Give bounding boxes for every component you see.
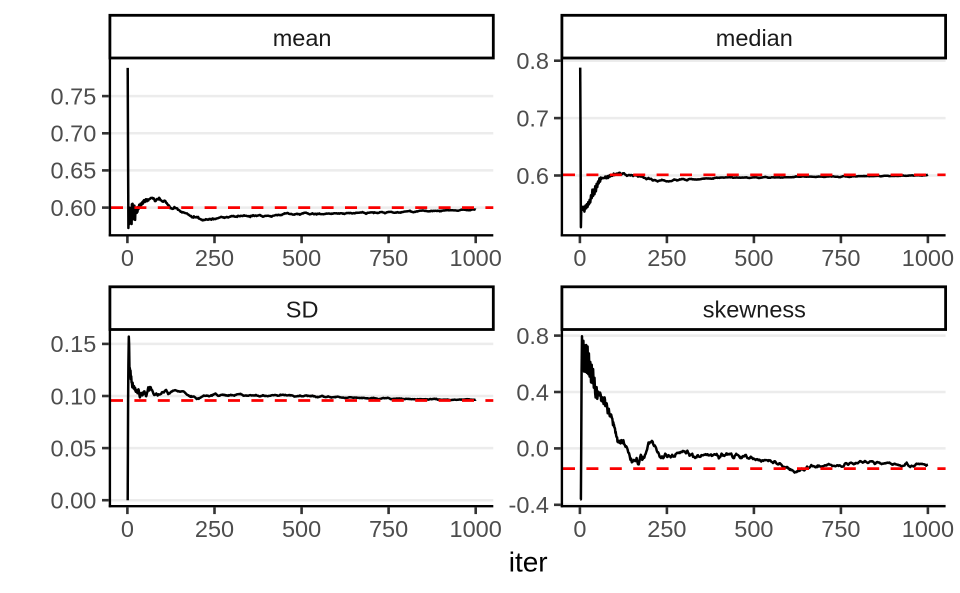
svg-text:0.10: 0.10	[51, 383, 97, 409]
svg-text:0.8: 0.8	[516, 323, 549, 349]
svg-text:0: 0	[573, 516, 586, 542]
svg-text:750: 750	[821, 516, 860, 542]
svg-text:500: 500	[282, 516, 321, 542]
svg-text:skewness: skewness	[703, 297, 806, 323]
svg-text:0.4: 0.4	[516, 379, 549, 405]
svg-text:250: 250	[195, 516, 234, 542]
svg-text:0: 0	[573, 245, 586, 271]
svg-text:mean: mean	[273, 25, 332, 51]
svg-text:SD: SD	[286, 297, 319, 323]
svg-text:median: median	[716, 25, 793, 51]
svg-text:0.75: 0.75	[51, 83, 97, 109]
svg-text:0.0: 0.0	[516, 436, 549, 462]
svg-text:250: 250	[647, 516, 686, 542]
svg-text:250: 250	[647, 245, 686, 271]
svg-text:0.05: 0.05	[51, 435, 97, 461]
svg-text:0.00: 0.00	[51, 488, 97, 514]
svg-text:1000: 1000	[450, 245, 502, 271]
svg-text:0.6: 0.6	[516, 163, 549, 189]
svg-text:750: 750	[369, 245, 408, 271]
svg-text:500: 500	[282, 245, 321, 271]
svg-text:0.15: 0.15	[51, 331, 97, 357]
svg-text:1000: 1000	[902, 516, 954, 542]
svg-text:250: 250	[195, 245, 234, 271]
svg-text:0.8: 0.8	[516, 48, 549, 74]
svg-text:1000: 1000	[450, 516, 502, 542]
svg-text:0.7: 0.7	[516, 105, 549, 131]
svg-text:750: 750	[821, 245, 860, 271]
svg-text:0: 0	[121, 245, 134, 271]
svg-text:500: 500	[734, 245, 773, 271]
svg-text:0: 0	[121, 516, 134, 542]
svg-text:1000: 1000	[902, 245, 954, 271]
svg-text:750: 750	[369, 516, 408, 542]
svg-text:0.70: 0.70	[51, 121, 97, 147]
svg-text:0.60: 0.60	[51, 195, 97, 221]
svg-text:-0.4: -0.4	[509, 492, 550, 518]
svg-text:0.65: 0.65	[51, 158, 97, 184]
svg-text:iter: iter	[509, 546, 548, 577]
svg-text:500: 500	[734, 516, 773, 542]
